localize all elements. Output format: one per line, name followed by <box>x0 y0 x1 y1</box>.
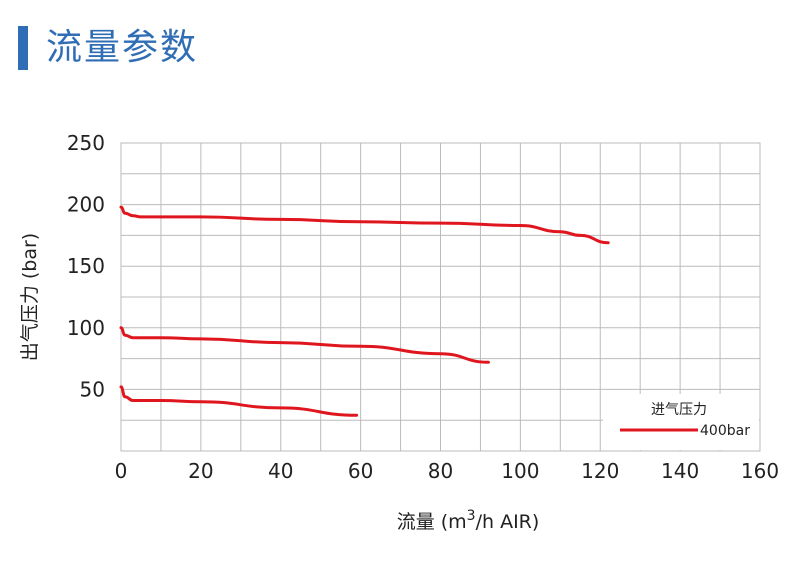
x-axis-label: 流量 (m3/h AIR) <box>397 508 540 533</box>
x-tick-labels: 0 20 40 60 80 100 120 140 160 <box>115 459 779 483</box>
y-tick-label: 50 <box>80 377 105 401</box>
y-tick-labels: 50 100 150 200 250 <box>67 131 105 401</box>
legend-title: 进气压力 <box>651 402 707 418</box>
y-tick-label: 200 <box>67 193 105 217</box>
legend-box <box>603 394 759 450</box>
x-tick-label: 20 <box>188 459 213 483</box>
y-tick-label: 150 <box>67 254 105 278</box>
x-tick-label: 80 <box>428 459 453 483</box>
y-tick-label: 100 <box>67 316 105 340</box>
series-group <box>119 205 610 417</box>
legend: 进气压力 400bar <box>603 394 759 450</box>
x-tick-label: 100 <box>501 459 539 483</box>
x-tick-label: 140 <box>661 459 699 483</box>
x-tick-label: 0 <box>115 459 128 483</box>
legend-entry: 400bar <box>700 423 750 439</box>
series-line-2 <box>119 326 490 364</box>
title-accent-bar <box>18 26 28 70</box>
x-tick-label: 60 <box>348 459 373 483</box>
series-line-3 <box>119 385 359 417</box>
y-tick-label: 250 <box>67 131 105 155</box>
x-axis-label-tail: /h AIR) <box>476 511 540 533</box>
x-axis-label-sup: 3 <box>467 508 476 524</box>
y-axis-label: 出气压力 (bar) <box>19 233 41 361</box>
x-tick-label: 120 <box>581 459 619 483</box>
x-axis-label-main: 流量 (m <box>397 511 467 533</box>
grid <box>121 143 760 451</box>
page-title: 流量参数 <box>46 27 199 68</box>
x-tick-label: 160 <box>741 459 779 483</box>
x-tick-label: 40 <box>268 459 293 483</box>
series-line-1 <box>119 205 610 245</box>
